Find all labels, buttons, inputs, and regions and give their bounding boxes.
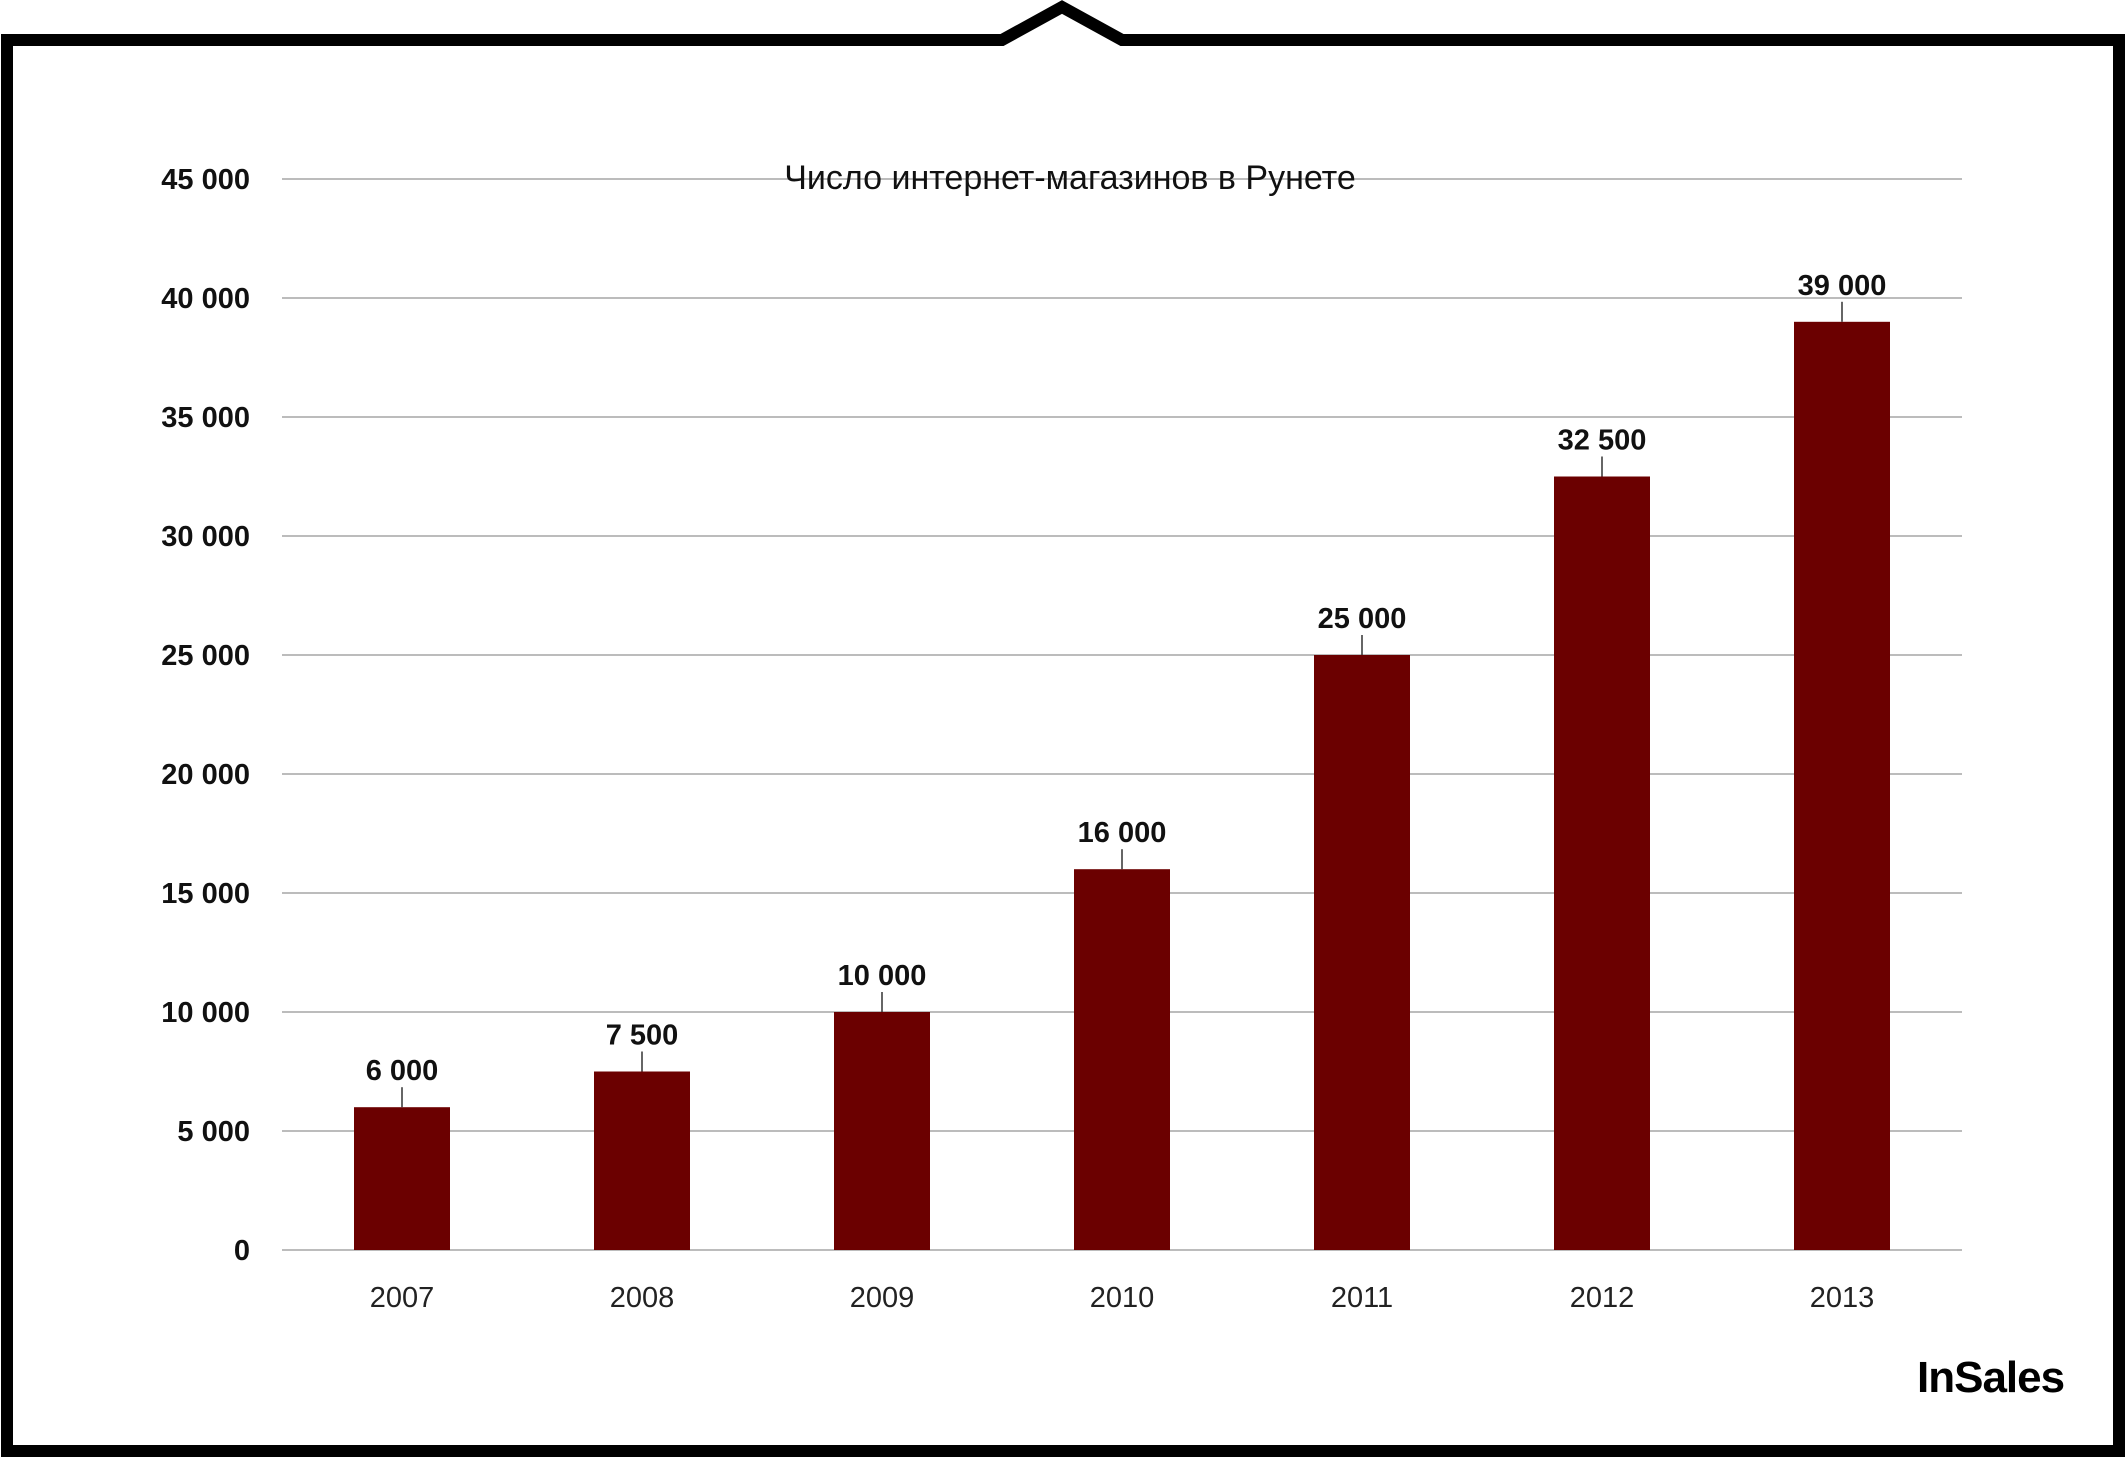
x-tick-label: 2008 bbox=[610, 1282, 675, 1314]
x-axis-ticks: 2007 2008 2009 2010 2011 2012 2013 bbox=[370, 1282, 1875, 1314]
x-tick-label: 2011 bbox=[1331, 1282, 1393, 1314]
data-label: 32 500 bbox=[1558, 425, 1647, 457]
y-tick-label: 45 000 bbox=[161, 164, 250, 196]
y-tick-label: 10 000 bbox=[161, 997, 250, 1029]
y-tick-label: 40 000 bbox=[161, 283, 250, 315]
bar bbox=[1074, 869, 1170, 1250]
bar bbox=[594, 1071, 690, 1250]
bar bbox=[1554, 476, 1650, 1250]
y-tick-label: 5 000 bbox=[177, 1116, 250, 1148]
y-tick-label: 20 000 bbox=[161, 759, 250, 791]
data-label: 6 000 bbox=[366, 1055, 439, 1087]
bar bbox=[1794, 321, 1890, 1250]
y-tick-label: 30 000 bbox=[161, 521, 250, 553]
y-tick-label: 25 000 bbox=[161, 640, 250, 672]
y-tick-label: 15 000 bbox=[161, 878, 250, 910]
bar bbox=[834, 1012, 930, 1250]
x-tick-label: 2013 bbox=[1810, 1282, 1875, 1314]
x-tick-label: 2012 bbox=[1570, 1282, 1635, 1314]
data-label: 39 000 bbox=[1798, 270, 1887, 302]
x-tick-label: 2007 bbox=[370, 1282, 435, 1314]
x-tick-label: 2009 bbox=[850, 1282, 915, 1314]
data-label: 25 000 bbox=[1318, 603, 1407, 635]
data-label: 7 500 bbox=[606, 1020, 679, 1052]
y-axis-ticks: 0 5 000 10 000 15 000 20 000 25 000 30 000 35 0… bbox=[161, 164, 250, 1267]
insales-logo: InSales bbox=[1917, 1353, 2065, 1402]
data-label: 16 000 bbox=[1078, 817, 1167, 849]
chart-title: Число интернет-магазинов в Рунете bbox=[784, 159, 1356, 197]
x-tick-label: 2010 bbox=[1090, 1282, 1155, 1314]
bar bbox=[1314, 655, 1410, 1250]
bars: 6 000 7 500 10 000 16 000 25 000 32 500 39 000 bbox=[354, 270, 1890, 1250]
data-label: 10 000 bbox=[838, 960, 927, 992]
y-tick-label: 35 000 bbox=[161, 402, 250, 434]
y-tick-label: 0 bbox=[234, 1235, 250, 1267]
bar bbox=[354, 1107, 450, 1250]
